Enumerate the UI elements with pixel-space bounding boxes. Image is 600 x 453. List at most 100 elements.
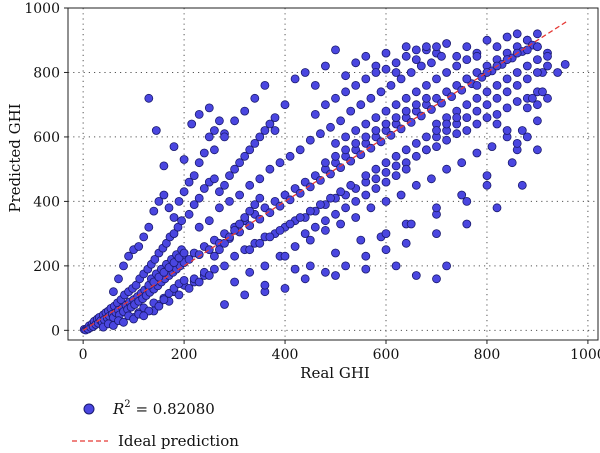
data-point [356,100,366,110]
data-point [280,283,290,293]
data-point [472,106,482,116]
data-point [209,251,219,261]
data-point [351,196,361,206]
data-point [442,39,452,48]
data-point [406,118,416,127]
data-point [209,174,219,184]
data-point [512,97,522,106]
data-point [361,190,371,200]
data-point [331,271,340,280]
data-point [512,29,522,39]
data-point [533,145,542,155]
data-point [331,93,340,103]
data-point [401,106,411,116]
data-point [543,93,552,103]
data-point [346,156,356,166]
data-point [255,132,265,142]
data-point [245,245,255,255]
data-point [300,274,310,284]
data-point [290,242,300,251]
data-point [371,174,381,184]
data-point [492,119,502,129]
data-point [290,74,300,84]
data-point [411,180,421,190]
data-point [204,132,214,142]
data-point [472,51,482,61]
data-point [401,164,411,174]
data-point [260,81,270,90]
data-point [184,283,194,293]
data-point [401,93,411,103]
data-point [452,129,462,139]
data-point [265,119,275,129]
data-point [411,151,421,161]
data-point [421,132,431,142]
data-point [331,248,340,258]
data-point [225,171,234,181]
data-point [275,158,285,168]
data-point [512,68,522,77]
data-point [482,171,492,181]
data-point [376,137,386,147]
data-point [214,116,224,126]
data-point [406,219,416,229]
data-point [194,193,204,203]
data-point [361,264,371,274]
data-point [507,158,517,168]
data-point [280,251,290,261]
data-point [326,122,335,132]
data-point [260,261,270,271]
data-point [492,93,502,103]
data-point [235,158,245,168]
data-point [189,200,199,210]
data-point [386,130,396,140]
data-point [305,206,315,216]
data-point [381,158,391,168]
data-point [204,271,214,280]
data-point [492,42,502,52]
data-point [179,155,189,164]
data-point [154,301,164,311]
data-point [151,126,161,135]
data-point [462,55,472,64]
data-point [482,113,492,122]
data-point [315,200,325,210]
data-point [432,126,441,135]
data-point [280,100,290,110]
data-point [331,45,340,55]
data-point [235,219,245,229]
data-point [533,55,542,64]
data-point [371,126,381,135]
data-point [406,68,416,77]
data-point [265,208,275,218]
data-point [472,81,482,90]
data-point [560,60,570,69]
data-point [179,248,189,258]
data-point [366,143,376,153]
data-point [472,119,482,129]
data-point [204,216,214,226]
data-point [255,214,265,224]
data-point [320,216,330,226]
data-point [472,148,482,158]
data-point [533,116,542,126]
data-point [240,290,250,300]
data-point [220,300,229,309]
data-point [351,213,361,222]
data-point [235,190,245,200]
data-point [214,203,224,213]
data-point [341,87,351,97]
data-point [442,261,452,271]
data-point [331,138,340,148]
data-point [442,68,452,77]
data-point [492,110,502,119]
data-point [331,151,340,161]
data-point [411,138,421,148]
data-point [315,175,325,185]
x-tick-label: 1000 [570,347,600,363]
data-point [285,195,295,205]
data-point [512,138,522,148]
data-point [305,261,315,271]
data-point [447,92,457,101]
